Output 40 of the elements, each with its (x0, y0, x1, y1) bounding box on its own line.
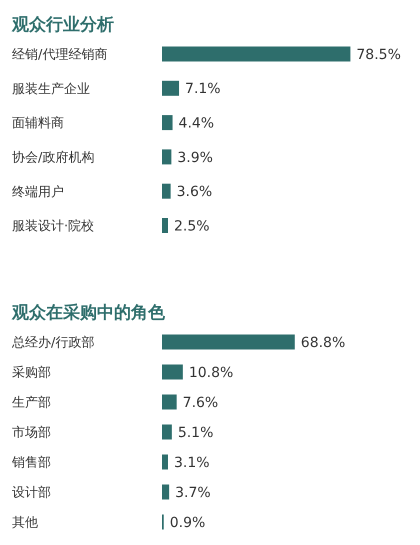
data-label: 10.8% (188, 364, 234, 381)
chart-title: 观众在采购中的角色 (11, 303, 166, 323)
y-tick-label: 经销/代理经销商 (12, 48, 108, 63)
data-label: 3.1% (174, 454, 210, 471)
bar (162, 184, 171, 199)
y-tick-label: 其他 (12, 516, 38, 531)
y-tick-label: 市场部 (12, 426, 51, 441)
y-tick-label: 终端用户 (12, 184, 64, 200)
bar (162, 46, 350, 62)
data-label: 68.8% (300, 334, 346, 351)
y-tick-label: 面辅料商 (12, 116, 64, 132)
bar (162, 424, 172, 440)
data-label: 7.1% (185, 81, 221, 98)
bar (162, 394, 177, 410)
chart-title: 观众行业分析 (11, 15, 114, 35)
bar (162, 364, 183, 380)
data-label: 3.9% (177, 150, 213, 166)
y-tick-label: 销售部 (11, 456, 51, 471)
y-tick-label: 服装生产企业 (12, 82, 90, 97)
bar (162, 218, 168, 233)
y-tick-label: 生产部 (12, 396, 51, 411)
y-tick-label: 协会/政府机构 (12, 149, 94, 166)
bar (162, 454, 168, 470)
bar (162, 115, 173, 130)
bar (162, 80, 180, 96)
data-label: 5.1% (178, 424, 214, 441)
data-label: 3.7% (175, 484, 211, 501)
bar (162, 484, 170, 500)
data-label: 0.9% (170, 514, 206, 531)
bar (162, 334, 295, 350)
y-tick-label: 总经办/行政部 (11, 336, 94, 351)
data-label: 3.6% (176, 184, 212, 200)
y-tick-label: 采购部 (12, 366, 51, 381)
data-label: 78.5% (356, 46, 401, 63)
y-tick-label: 服装设计·院校 (12, 219, 94, 234)
data-label: 4.4% (178, 116, 214, 132)
data-label: 2.5% (174, 218, 210, 234)
y-tick-label: 设计部 (12, 486, 51, 501)
bar (162, 149, 172, 164)
data-label: 7.6% (182, 394, 218, 411)
